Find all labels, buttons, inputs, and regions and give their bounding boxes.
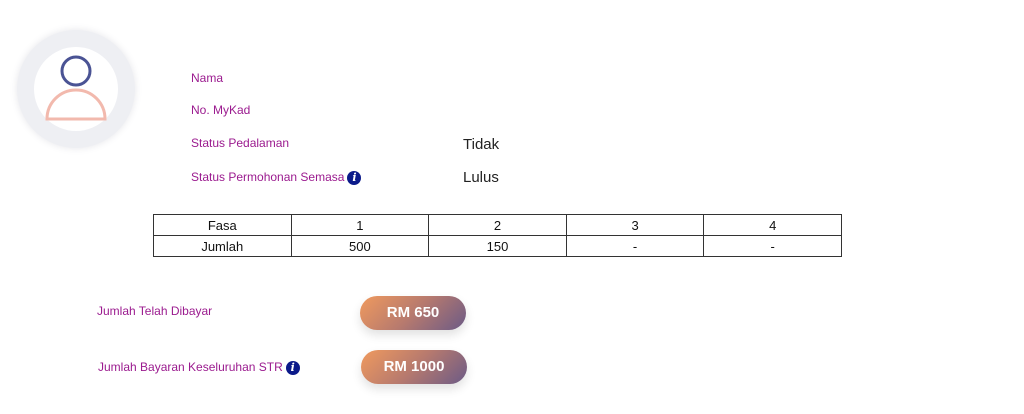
status-permohonan-text: Status Permohonan Semasa <box>191 170 345 184</box>
table-row: Jumlah 500 150 - - <box>153 235 842 257</box>
table-cell: 500 <box>290 235 430 257</box>
table-cell: 2 <box>428 214 567 236</box>
info-icon[interactable]: i <box>285 360 300 375</box>
table-cell: 4 <box>703 214 842 236</box>
avatar <box>17 30 135 148</box>
table-header-row: Fasa 1 2 3 4 <box>153 214 842 236</box>
table-cell: - <box>565 235 705 257</box>
paid-label: Jumlah Telah Dibayar <box>97 304 213 318</box>
table-cell: - <box>703 235 842 257</box>
total-label-text: Jumlah Bayaran Keseluruhan STR <box>98 360 283 374</box>
table-cell: 3 <box>565 214 705 236</box>
status-permohonan-label: Status Permohonan Semasa i <box>191 170 362 185</box>
status-permohonan-value: Lulus <box>463 169 499 186</box>
table-cell: Fasa <box>153 214 292 236</box>
status-pedalaman-label: Status Pedalaman <box>191 136 290 150</box>
info-icon[interactable]: i <box>347 170 362 185</box>
table-cell: 1 <box>290 214 430 236</box>
paid-amount-badge: RM 650 <box>360 296 466 330</box>
mykad-label: No. MyKad <box>191 103 251 117</box>
table-cell: 150 <box>428 235 567 257</box>
table-cell: Jumlah <box>153 235 292 257</box>
total-amount-badge: RM 1000 <box>361 350 467 384</box>
user-icon <box>45 55 107 121</box>
name-label: Nama <box>191 71 224 85</box>
phase-table: Fasa 1 2 3 4 Jumlah 500 150 - - <box>153 214 842 257</box>
status-pedalaman-value: Tidak <box>463 136 500 153</box>
total-label: Jumlah Bayaran Keseluruhan STR i <box>98 360 300 375</box>
